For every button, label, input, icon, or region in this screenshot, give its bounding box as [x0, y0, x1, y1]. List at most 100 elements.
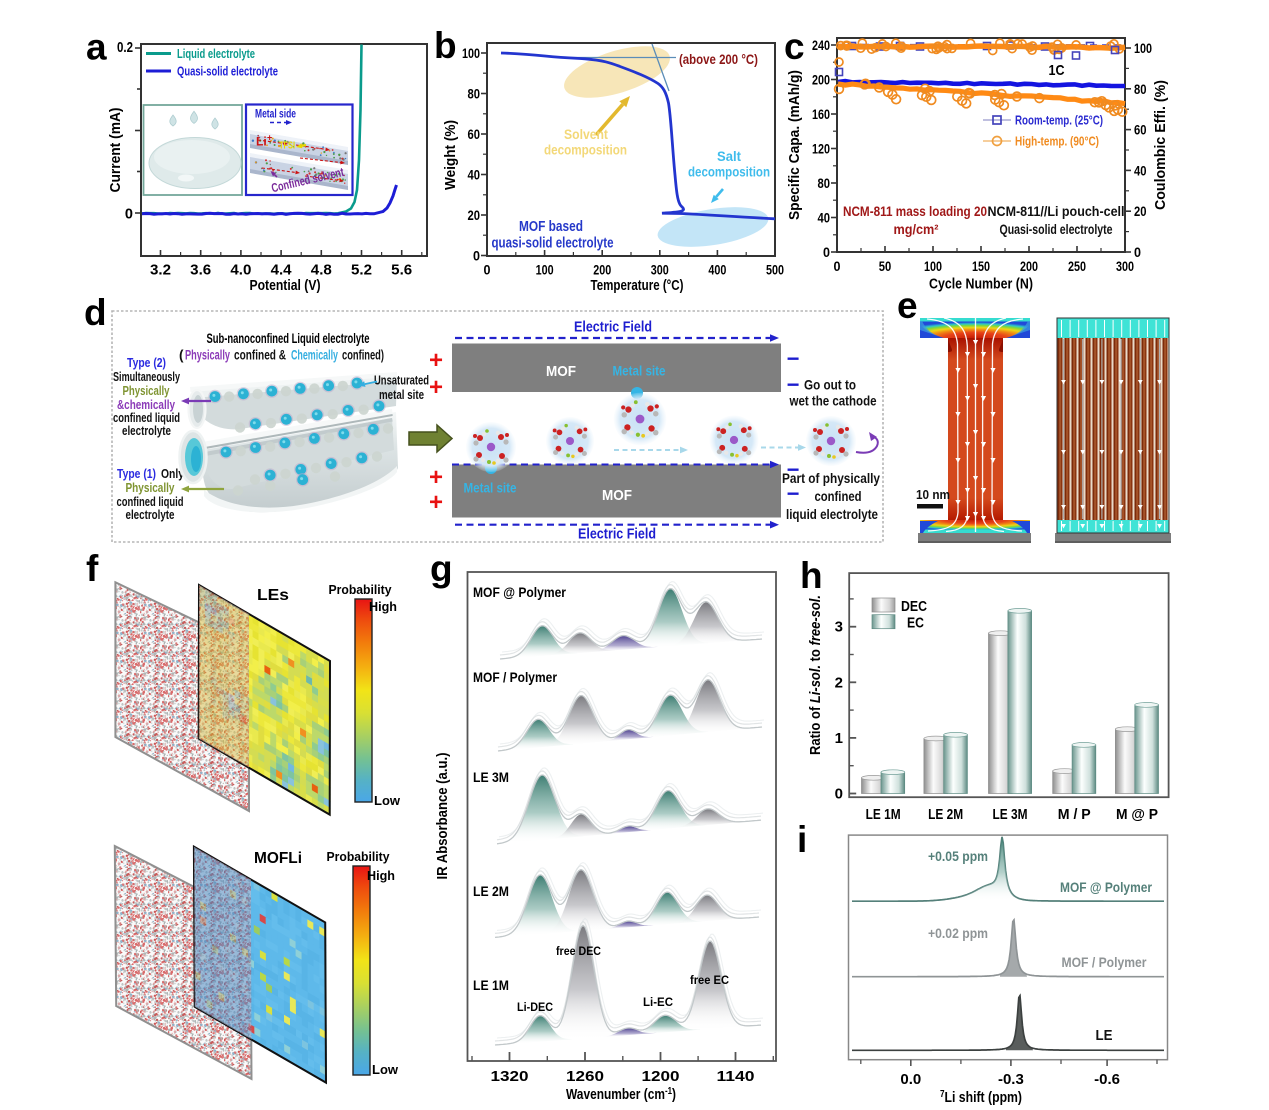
- svg-text:LE: LE: [1096, 1028, 1113, 1044]
- svg-text:0: 0: [473, 248, 480, 264]
- svg-text:7Li shift (ppm): 7Li shift (ppm): [940, 1089, 1022, 1106]
- svg-text:Probability: Probability: [329, 582, 393, 597]
- svg-text:wet the cathode: wet the cathode: [789, 394, 877, 409]
- svg-text:confined liquid: confined liquid: [113, 411, 180, 425]
- svg-text:4.8: 4.8: [311, 263, 332, 279]
- svg-text:3: 3: [835, 619, 843, 636]
- svg-text:Liquid electrolyte: Liquid electrolyte: [177, 46, 255, 61]
- svg-text:liquid electrolyte: liquid electrolyte: [786, 507, 878, 522]
- svg-text:Unsaturated: Unsaturated: [374, 374, 429, 388]
- svg-text:M @ P: M @ P: [1116, 807, 1158, 823]
- svg-text:Quasi-solid electrolyte: Quasi-solid electrolyte: [177, 64, 278, 79]
- svg-text:decomposition: decomposition: [688, 164, 770, 180]
- svg-text:0.0: 0.0: [900, 1071, 921, 1088]
- svg-text:mg/cm²: mg/cm²: [894, 221, 939, 237]
- svg-text:20: 20: [1134, 203, 1147, 219]
- svg-text:Li-DEC: Li-DEC: [517, 1002, 553, 1014]
- svg-text:1: 1: [835, 730, 843, 747]
- svg-text:quasi-solid electrolyte: quasi-solid electrolyte: [492, 236, 614, 252]
- svg-text:g: g: [430, 548, 453, 589]
- svg-text:DEC: DEC: [901, 599, 927, 615]
- svg-text:+: +: [429, 489, 443, 516]
- svg-text:Wavenumber (cm-1): Wavenumber (cm-1): [566, 1086, 676, 1103]
- svg-text:decomposition: decomposition: [544, 142, 627, 158]
- svg-text:0: 0: [1134, 244, 1141, 260]
- svg-text:0: 0: [823, 244, 830, 260]
- svg-text:Low: Low: [374, 793, 401, 808]
- svg-text:MOFLi: MOFLi: [254, 850, 302, 867]
- svg-text:500: 500: [766, 262, 784, 278]
- svg-text:40: 40: [818, 210, 831, 226]
- svg-text:High: High: [367, 868, 395, 883]
- svg-text:i: i: [797, 819, 807, 860]
- svg-text:Ratio of Li-sol. to free-sol.: Ratio of Li-sol. to free-sol.: [808, 595, 824, 755]
- svg-text:NCM-811 mass loading 20: NCM-811 mass loading 20: [843, 203, 987, 219]
- svg-text:40: 40: [1134, 162, 1147, 178]
- svg-text:MOF: MOF: [546, 363, 576, 380]
- svg-text:Physically: Physically: [185, 348, 230, 363]
- svg-text:Cycle Number (N): Cycle Number (N): [929, 277, 1033, 293]
- svg-text:MOF @ Polymer: MOF @ Polymer: [1060, 879, 1152, 895]
- svg-text:Weight (%): Weight (%): [443, 120, 459, 190]
- svg-text:Go out to: Go out to: [804, 378, 856, 393]
- svg-text:NCM-811//Li pouch-cell: NCM-811//Li pouch-cell: [988, 203, 1125, 219]
- svg-text:h: h: [800, 555, 823, 596]
- svg-text:150: 150: [972, 258, 990, 274]
- svg-text:confined &: confined &: [234, 348, 286, 363]
- svg-text:TFSI: TFSI: [279, 140, 295, 152]
- svg-text:Simultaneously: Simultaneously: [113, 370, 180, 384]
- svg-text:LE 1M: LE 1M: [866, 807, 901, 823]
- svg-text:Probability: Probability: [327, 849, 391, 864]
- svg-text:+: +: [429, 347, 443, 374]
- svg-text:LE 3M: LE 3M: [473, 769, 509, 785]
- svg-text:60: 60: [468, 126, 481, 142]
- svg-text:Current (mA): Current (mA): [108, 107, 124, 192]
- svg-text:20: 20: [468, 207, 481, 223]
- svg-text:Sub-nanoconfined Liquid electr: Sub-nanoconfined Liquid electrolyte: [207, 330, 370, 346]
- svg-text:MOF: MOF: [602, 487, 632, 504]
- svg-text:Salt: Salt: [717, 148, 741, 164]
- svg-text:Type (2): Type (2): [127, 356, 166, 370]
- svg-text:-0.3: -0.3: [998, 1071, 1024, 1088]
- svg-text:−: −: [787, 346, 800, 371]
- svg-text:LEs: LEs: [257, 587, 289, 604]
- svg-text:Solvent: Solvent: [564, 126, 608, 142]
- svg-text:(above 200 °C): (above 200 °C): [679, 51, 758, 67]
- svg-text:M / P: M / P: [1058, 807, 1091, 823]
- svg-text:High-temp. (90°C): High-temp. (90°C): [1015, 135, 1099, 149]
- svg-text:400: 400: [708, 262, 726, 278]
- svg-text:100: 100: [924, 258, 942, 274]
- svg-text:Specific Capa. (mAh/g): Specific Capa. (mAh/g): [787, 70, 803, 220]
- svg-text:free DEC: free DEC: [556, 946, 601, 958]
- svg-text:IR Absorbance (a.u.): IR Absorbance (a.u.): [435, 752, 451, 879]
- svg-text:4.0: 4.0: [230, 263, 251, 279]
- svg-text:0.2: 0.2: [117, 40, 133, 56]
- svg-text:Coulombic Effi. (%): Coulombic Effi. (%): [1153, 80, 1169, 210]
- svg-text:a: a: [86, 27, 107, 68]
- svg-text:+0.05 ppm: +0.05 ppm: [928, 849, 988, 864]
- svg-text:MOF based: MOF based: [519, 219, 583, 235]
- svg-text:0: 0: [834, 258, 841, 274]
- svg-text:40: 40: [468, 167, 481, 183]
- svg-text:Quasi-solid electrolyte: Quasi-solid electrolyte: [1000, 221, 1113, 237]
- svg-text:50: 50: [879, 258, 892, 274]
- svg-text:Electric Field: Electric Field: [574, 320, 652, 336]
- svg-text:free EC: free EC: [690, 975, 729, 987]
- svg-text:f: f: [86, 548, 99, 589]
- svg-text:300: 300: [1116, 258, 1134, 274]
- svg-text:Metal site: Metal site: [464, 481, 517, 496]
- svg-text:High: High: [369, 599, 397, 614]
- svg-text:250: 250: [1068, 258, 1086, 274]
- svg-text:0: 0: [125, 207, 133, 223]
- svg-text:LE 1M: LE 1M: [473, 977, 509, 993]
- svg-text:200: 200: [1020, 258, 1038, 274]
- svg-text:+: +: [429, 464, 443, 491]
- svg-text:Part of physically: Part of physically: [782, 471, 880, 486]
- svg-text:+: +: [429, 374, 443, 401]
- svg-text:Metal site: Metal site: [613, 364, 666, 379]
- svg-text:d: d: [84, 292, 107, 333]
- svg-text:0: 0: [484, 262, 491, 278]
- svg-text:Chemically: Chemically: [291, 348, 338, 363]
- svg-text:-0.6: -0.6: [1094, 1071, 1120, 1088]
- svg-text:MOF @ Polymer: MOF @ Polymer: [473, 584, 566, 600]
